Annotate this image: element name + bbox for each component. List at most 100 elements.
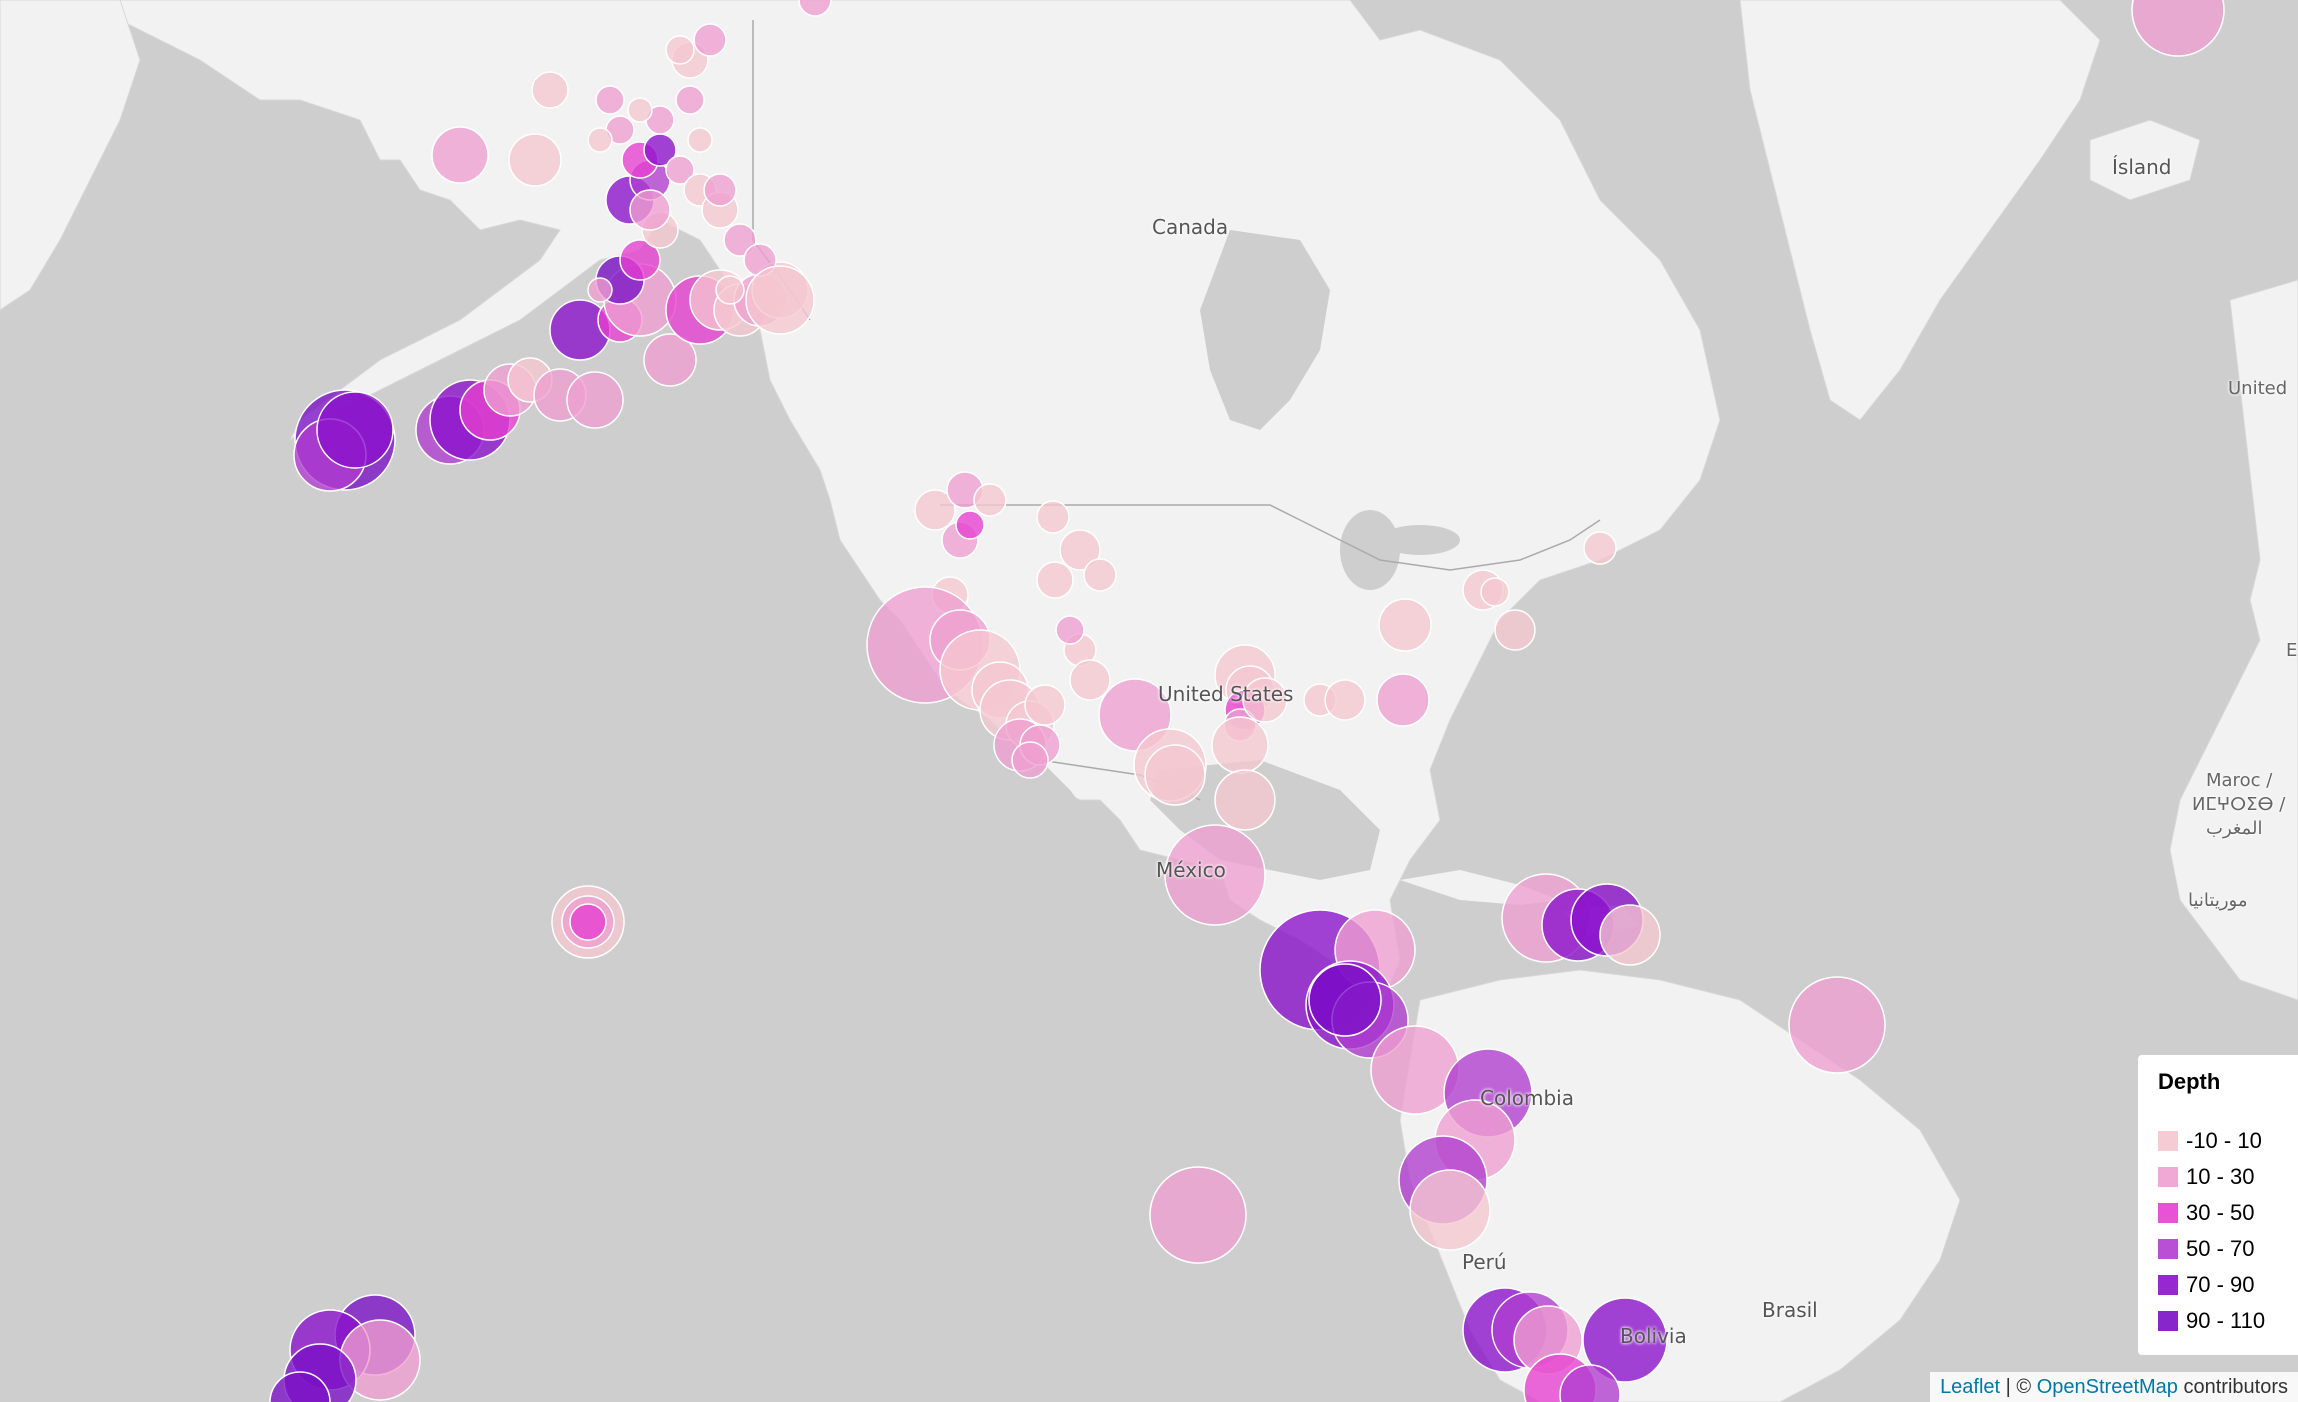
legend-label: 90 - 110	[2186, 1308, 2266, 1333]
earthquake-marker[interactable]	[745, 265, 815, 335]
earthquake-marker[interactable]	[1559, 1364, 1621, 1402]
label-maroc-arabic: المغرب	[2206, 818, 2263, 839]
earthquake-marker[interactable]	[715, 275, 745, 305]
depth-legend: Depth -10 - 10 10 - 30 30 - 50 50 - 70 7…	[2138, 1055, 2298, 1355]
legend-label: 70 - 90	[2186, 1272, 2255, 1297]
label-maroc-tifinagh: ⵍⵎⵖⵔⵉⴱ /	[2192, 794, 2286, 815]
label-united-states: United States	[1158, 682, 1294, 706]
lake-erie	[1380, 525, 1460, 555]
land-iceland	[2089, 119, 2201, 201]
earthquake-marker[interactable]	[1242, 677, 1288, 723]
earthquake-marker[interactable]	[1059, 529, 1101, 571]
earthquake-marker[interactable]	[1599, 904, 1661, 966]
legend-swatch	[2158, 1167, 2178, 1187]
earthquake-marker[interactable]	[798, 0, 832, 17]
earthquake-marker[interactable]	[595, 85, 625, 115]
earthquake-marker[interactable]	[566, 371, 624, 429]
earthquake-marker[interactable]	[687, 127, 713, 153]
earthquake-marker[interactable]	[569, 903, 607, 941]
earthquake-marker[interactable]	[1024, 684, 1066, 726]
land-greenland	[1739, 0, 2101, 421]
earthquake-marker[interactable]	[703, 173, 737, 207]
earthquake-marker[interactable]	[973, 483, 1007, 517]
label-mauritania: موريتانيا	[2188, 890, 2248, 911]
earthquake-marker[interactable]	[508, 133, 562, 187]
earthquake-marker[interactable]	[955, 510, 985, 540]
label-espana: E	[2286, 640, 2298, 661]
legend-swatch	[2158, 1131, 2178, 1151]
earthquake-marker[interactable]	[1011, 741, 1049, 779]
earthquake-marker[interactable]	[531, 71, 569, 109]
legend-swatch	[2158, 1311, 2178, 1331]
label-peru: Perú	[1462, 1250, 1507, 1274]
earthquake-marker[interactable]	[619, 239, 661, 281]
earthquake-marker[interactable]	[431, 126, 489, 184]
attribution-separator: | ©	[2000, 1376, 2037, 1398]
earthquake-marker[interactable]	[269, 1371, 331, 1402]
earthquake-marker[interactable]	[627, 97, 653, 123]
legend-title: Depth	[2158, 1069, 2221, 1094]
legend-label: -10 - 10	[2186, 1128, 2262, 1153]
map-attribution: Leaflet | © OpenStreetMap contributors	[1930, 1372, 2298, 1402]
earthquake-marker[interactable]	[914, 489, 956, 531]
label-island: Ísland	[2112, 155, 2172, 179]
border-us-canada	[940, 504, 1601, 571]
legend-swatch	[2158, 1275, 2178, 1295]
earthquake-marker[interactable]	[1378, 598, 1432, 652]
earthquake-marker[interactable]	[629, 189, 671, 231]
earthquake-marker[interactable]	[723, 223, 757, 257]
earthquake-marker[interactable]	[693, 23, 727, 57]
earthquake-marker[interactable]	[2131, 0, 2225, 57]
earthquake-marker[interactable]	[675, 85, 705, 115]
legend-label: 50 - 70	[2186, 1236, 2255, 1261]
leaflet-link[interactable]: Leaflet	[1940, 1376, 2001, 1398]
land-europe-africa	[2169, 279, 2298, 1001]
label-united-kingdom: United	[2228, 378, 2288, 399]
earthquake-marker[interactable]	[1214, 769, 1276, 831]
label-colombia: Colombia	[1480, 1086, 1574, 1110]
earthquake-marker[interactable]	[587, 127, 613, 153]
earthquake-marker[interactable]	[1308, 963, 1382, 1037]
legend-item: 50 - 70	[2158, 1231, 2284, 1267]
earthquake-marker[interactable]	[1583, 531, 1617, 565]
earthquake-marker[interactable]	[1494, 609, 1536, 651]
osm-link[interactable]: OpenStreetMap	[2036, 1376, 2178, 1398]
hudson-bay	[1200, 230, 1330, 430]
label-brasil: Brasil	[1762, 1298, 1818, 1322]
legend-item: 70 - 90	[2158, 1267, 2284, 1303]
earthquake-marker[interactable]	[1409, 1169, 1491, 1251]
earthquake-marker[interactable]	[1211, 716, 1269, 774]
earthquake-marker[interactable]	[1164, 824, 1266, 926]
earthquake-marker[interactable]	[1069, 659, 1111, 701]
legend-swatch	[2158, 1203, 2178, 1223]
label-mexico: México	[1156, 858, 1226, 882]
earthquake-marker[interactable]	[587, 277, 613, 303]
earthquake-marker[interactable]	[1149, 1166, 1247, 1264]
earthquake-marker[interactable]	[1324, 679, 1366, 721]
earthquake-marker[interactable]	[1055, 615, 1085, 645]
earthquake-marker[interactable]	[665, 35, 695, 65]
earthquake-marker[interactable]	[1376, 673, 1430, 727]
land-siberia	[0, 0, 141, 311]
gulf-of-california	[1040, 760, 1120, 880]
earthquake-marker[interactable]	[1480, 577, 1510, 607]
legend-label: 30 - 50	[2186, 1200, 2255, 1225]
earthquake-marker[interactable]	[316, 391, 394, 469]
earthquake-marker[interactable]	[1083, 558, 1117, 592]
earthquake-marker[interactable]	[1144, 744, 1206, 806]
earthquake-marker[interactable]	[1036, 500, 1070, 534]
legend-item: 30 - 50	[2158, 1195, 2284, 1231]
earthquake-marker[interactable]	[1788, 976, 1886, 1074]
earthquake-marker[interactable]	[665, 155, 695, 185]
earthquake-marker[interactable]	[1036, 561, 1074, 599]
legend-swatch	[2158, 1239, 2178, 1259]
legend-label: 10 - 30	[2186, 1164, 2255, 1189]
earthquake-marker[interactable]	[1582, 1297, 1668, 1383]
earthquake-marker[interactable]	[643, 333, 697, 387]
great-lakes	[1340, 510, 1400, 590]
land-north-america	[79, 0, 1721, 1011]
attribution-suffix: contributors	[2177, 1376, 2288, 1398]
legend-item: 90 - 110	[2158, 1303, 2284, 1339]
